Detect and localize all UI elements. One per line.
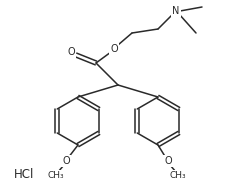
Text: N: N [172, 6, 180, 16]
Text: HCl: HCl [13, 168, 34, 181]
Text: O: O [67, 47, 75, 57]
Text: CH₃: CH₃ [48, 170, 64, 179]
Text: O: O [62, 156, 70, 166]
Text: CH₃: CH₃ [170, 170, 186, 179]
Text: O: O [164, 156, 172, 166]
Text: O: O [110, 44, 118, 54]
